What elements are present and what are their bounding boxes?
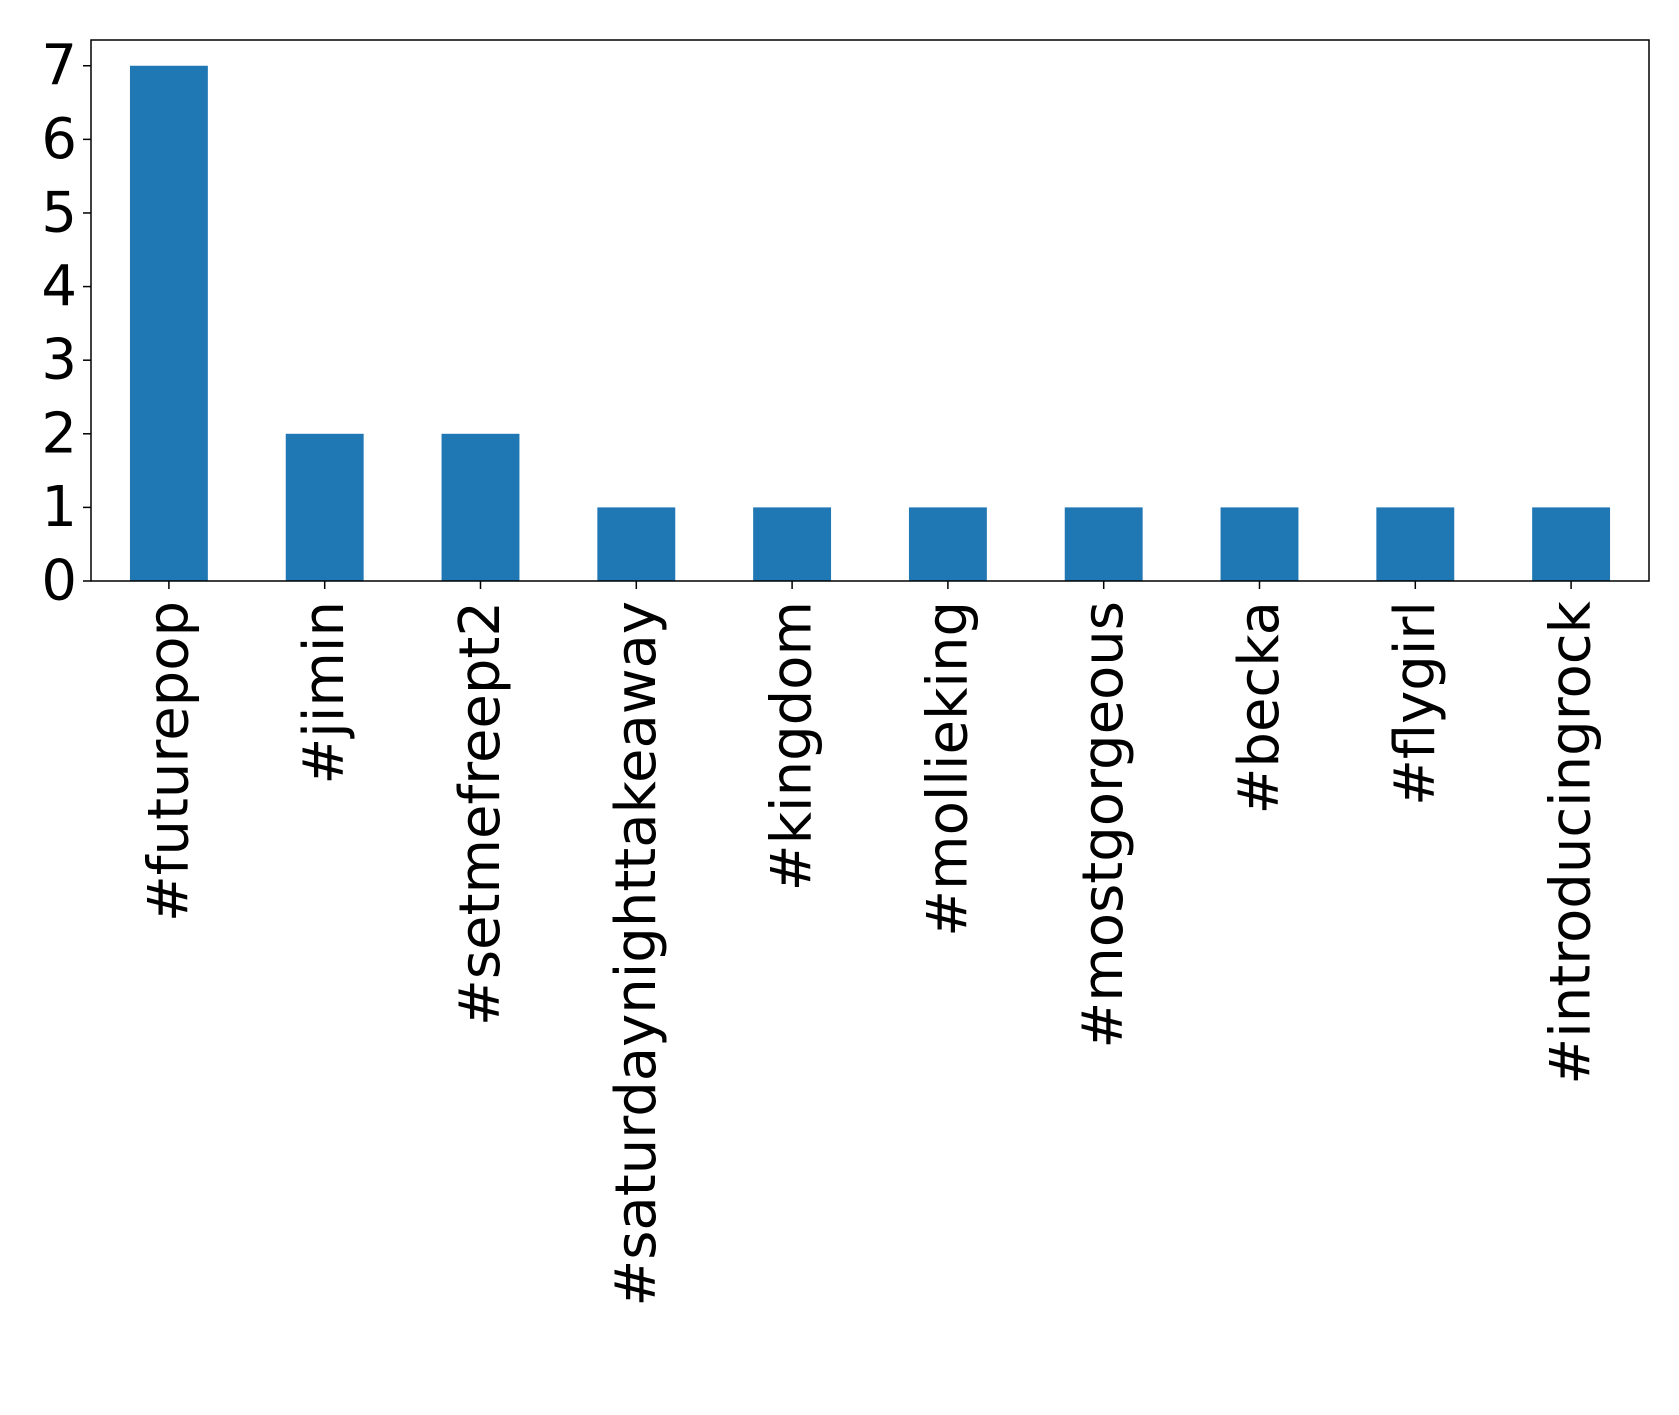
x-tick-label: #becka [1227, 601, 1292, 814]
bar-kingdom [753, 507, 832, 581]
x-axis: #futurepop #jimin #setmefreept2 #saturdayni… [136, 581, 1604, 1307]
y-tick-label: 2 [41, 401, 77, 466]
x-tick-label: #saturdaynighttakeaway [604, 601, 669, 1307]
y-axis: 0 1 2 3 4 5 6 7 [41, 33, 91, 614]
x-tick-label: #mostgorgeous [1071, 601, 1136, 1049]
bar-introducingrock [1532, 507, 1611, 581]
bar-saturdaynighttakeaway [597, 507, 676, 581]
y-tick-label: 3 [41, 328, 77, 393]
bar-setmefreept2 [441, 433, 520, 581]
x-tick-label: #futurepop [136, 601, 201, 922]
plot-frame [90, 39, 1650, 582]
x-tick-label: #mollieking [915, 601, 980, 937]
bar-mollieking [908, 507, 987, 581]
x-tick-label: #setmefreept2 [448, 601, 513, 1026]
y-tick-label: 4 [41, 254, 77, 319]
y-tick-label: 7 [41, 33, 77, 98]
bar-jimin [285, 433, 364, 581]
y-tick-label: 6 [41, 107, 77, 172]
x-tick-label: #jimin [292, 601, 357, 785]
y-tick-label: 5 [41, 180, 77, 245]
x-tick-label: #kingdom [760, 601, 825, 891]
bar-futurepop [129, 65, 208, 581]
x-tick-label: #introducingrock [1539, 600, 1604, 1084]
x-tick-label: #flygirl [1383, 601, 1448, 806]
bar-becka [1220, 507, 1299, 581]
y-tick-label: 1 [41, 475, 77, 540]
bar-flygirl [1376, 507, 1455, 581]
y-tick-label: 0 [41, 549, 77, 614]
bar-mostgorgeous [1064, 507, 1143, 581]
bars-group [129, 65, 1611, 581]
